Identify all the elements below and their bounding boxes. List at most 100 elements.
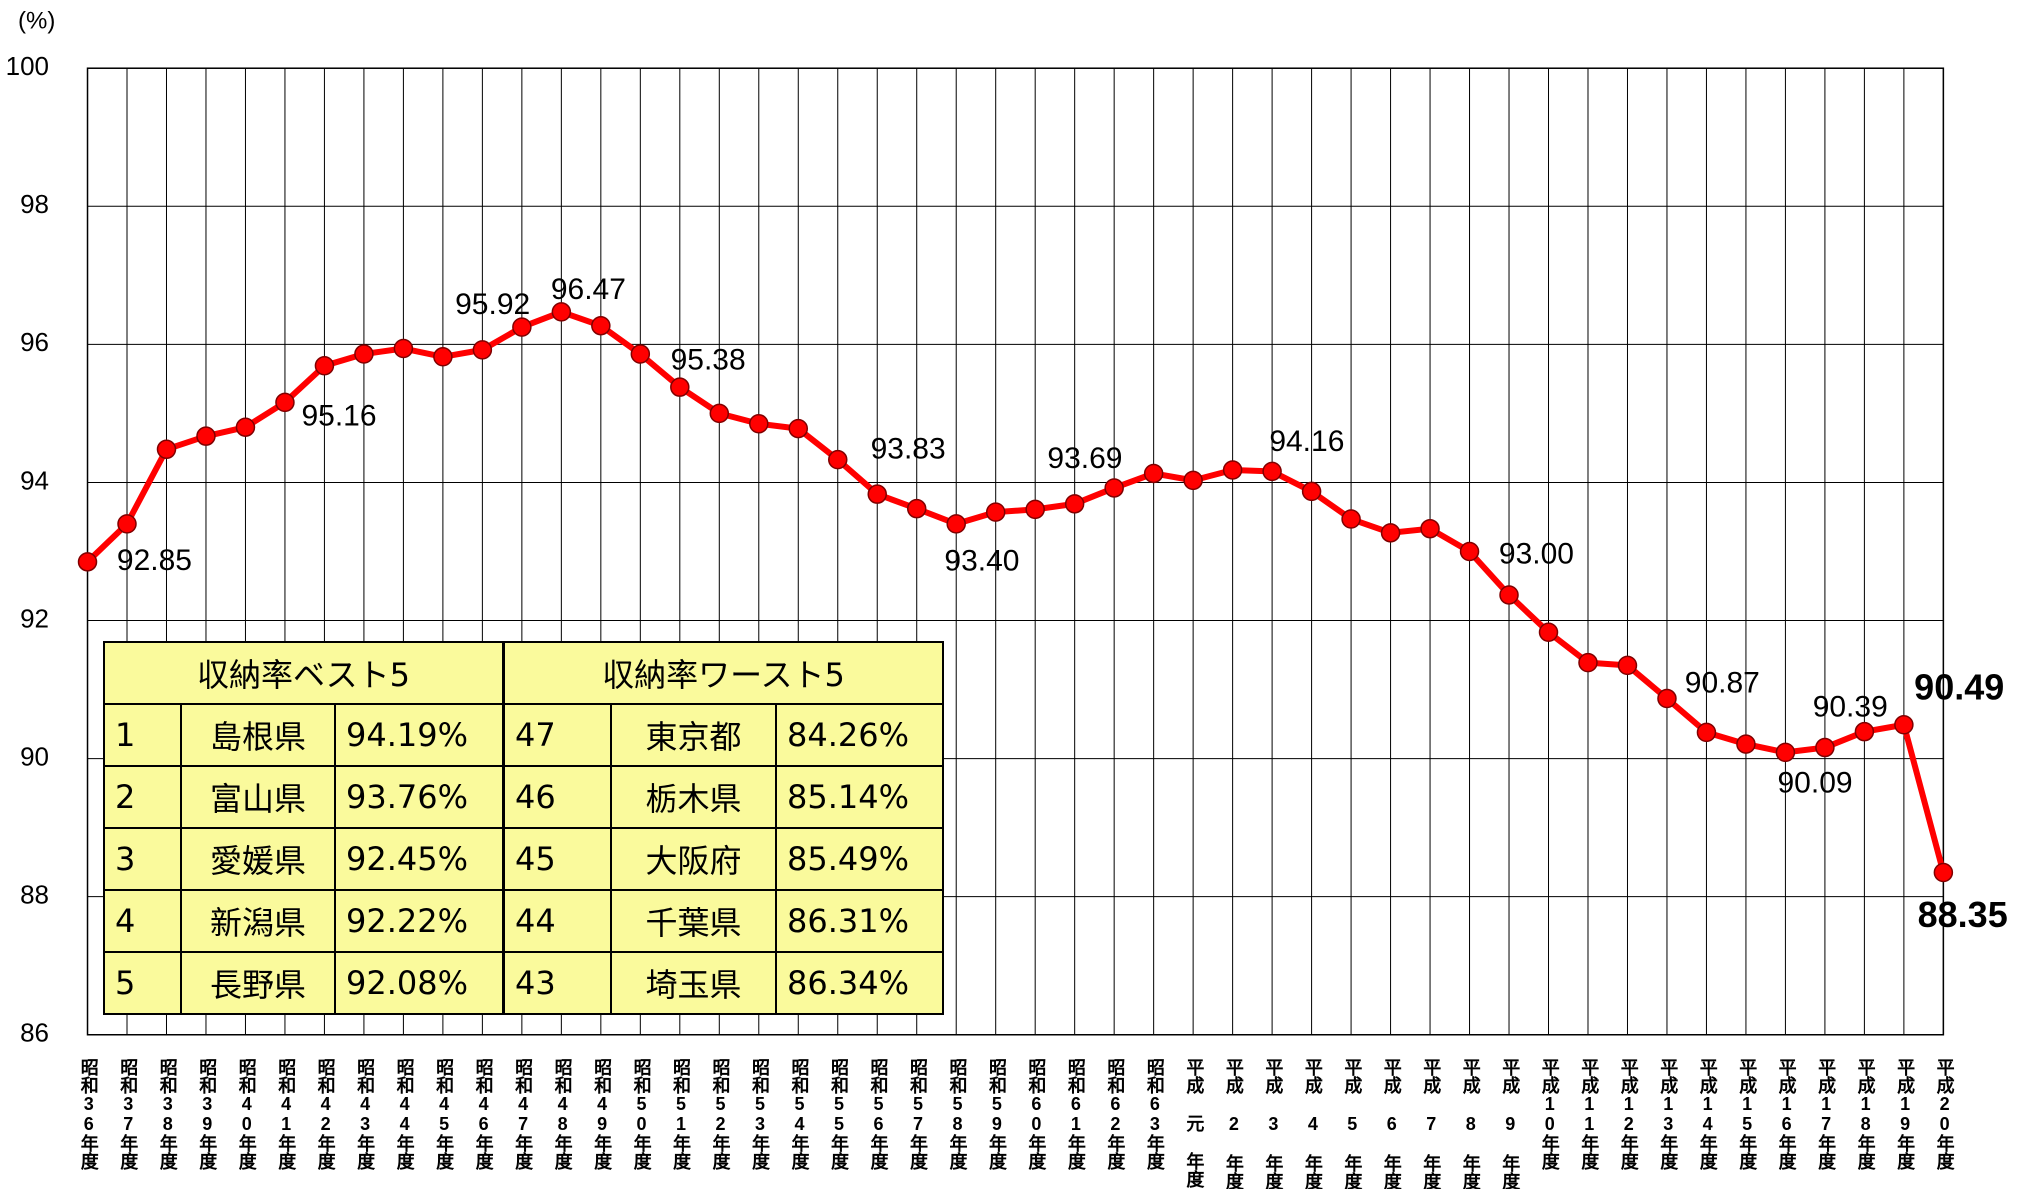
- x-tick-label: 昭和61年度: [1066, 1058, 1086, 1171]
- data-point: [433, 347, 453, 367]
- x-tick-label: 昭和40年度: [237, 1058, 257, 1171]
- data-point: [1341, 509, 1361, 529]
- x-tick-label: 平成 元 年度: [1184, 1058, 1204, 1189]
- table-cell: 85.14%: [775, 765, 944, 829]
- data-point: [1064, 494, 1085, 514]
- data-point: [1262, 461, 1282, 482]
- table-cell: 大阪府: [610, 827, 777, 891]
- y-tick-label: 98: [20, 189, 49, 219]
- data-point: [275, 392, 295, 413]
- data-label: 95.38: [671, 343, 746, 376]
- x-tick-label: 昭和63年度: [1145, 1058, 1165, 1171]
- data-point: [1894, 715, 1914, 735]
- x-tick-label: 平成14年度: [1698, 1058, 1718, 1171]
- table-header: 収納率ベスト5: [103, 641, 505, 705]
- x-tick-label: 昭和36年度: [79, 1058, 99, 1171]
- table-cell: 86.31%: [775, 889, 944, 953]
- table-cell: 埼玉県: [610, 951, 777, 1015]
- data-point: [551, 302, 572, 322]
- table-cell: 94.19%: [334, 703, 505, 767]
- data-label: 93.40: [944, 544, 1019, 577]
- data-point: [77, 552, 98, 572]
- data-point: [788, 418, 809, 439]
- y-tick-label: 100: [6, 51, 49, 81]
- x-tick-label: 平成10年度: [1540, 1058, 1560, 1171]
- data-label: 96.47: [551, 273, 626, 306]
- data-point: [1301, 481, 1322, 502]
- y-tick-label: 88: [20, 880, 49, 910]
- x-tick-label: 昭和49年度: [592, 1058, 612, 1171]
- table-row: 2 富山県 93.76% 46 栃木県 85.14%: [103, 765, 944, 829]
- x-tick-label: 昭和37年度: [118, 1058, 138, 1171]
- data-point: [1143, 463, 1164, 484]
- data-point: [1617, 655, 1638, 676]
- data-point: [1538, 622, 1559, 643]
- data-point: [1420, 518, 1440, 539]
- x-tick-label: 平成17年度: [1816, 1058, 1836, 1171]
- x-tick-label: 昭和59年度: [987, 1058, 1007, 1171]
- data-point: [314, 356, 335, 376]
- x-tick-label: 平成11年度: [1579, 1058, 1599, 1171]
- table-cell: 新潟県: [180, 889, 336, 953]
- data-point: [156, 439, 177, 460]
- data-point: [1025, 499, 1045, 520]
- y-unit-label: (%): [18, 7, 55, 34]
- y-tick-label: 96: [20, 327, 49, 357]
- x-tick-label: 昭和38年度: [158, 1058, 178, 1171]
- table-cell: 85.49%: [775, 827, 944, 891]
- x-tick-label: 昭和51年度: [671, 1058, 691, 1171]
- table-cell: 千葉県: [610, 889, 777, 953]
- table-cell: 5: [103, 951, 182, 1015]
- x-tick-label: 昭和43年度: [355, 1058, 375, 1171]
- x-tick-label: 平成 6 年度: [1382, 1058, 1402, 1189]
- x-tick-label: 平成12年度: [1619, 1058, 1639, 1171]
- x-tick-label: 昭和42年度: [316, 1058, 336, 1171]
- table-cell: 4: [103, 889, 182, 953]
- data-label: 93.00: [1499, 537, 1574, 570]
- data-label: 95.16: [301, 400, 376, 433]
- table-cell: 島根県: [180, 703, 336, 767]
- data-point: [472, 340, 493, 360]
- data-point: [828, 449, 848, 470]
- data-label: 93.69: [1047, 442, 1122, 475]
- x-tick-label: 平成19年度: [1895, 1058, 1915, 1171]
- table-cell: 47: [502, 703, 612, 767]
- table-row: 3 愛媛県 92.45% 45 大阪府 85.49%: [103, 827, 944, 891]
- x-tick-label: 昭和48年度: [553, 1058, 573, 1171]
- data-label: 92.85: [117, 544, 192, 577]
- data-point: [1222, 460, 1243, 480]
- table-cell: 3: [103, 827, 182, 891]
- data-point: [512, 317, 532, 337]
- data-point: [630, 344, 651, 364]
- data-point: [1657, 688, 1677, 709]
- data-point: [946, 514, 966, 534]
- data-point: [1380, 523, 1401, 543]
- data-point: [196, 426, 216, 446]
- data-point: [670, 377, 690, 397]
- y-tick-label: 92: [20, 603, 49, 633]
- table-cell: 44: [502, 889, 612, 953]
- data-point: [591, 315, 611, 336]
- x-tick-label: 昭和52年度: [711, 1058, 731, 1171]
- x-tick-label: 平成20年度: [1935, 1058, 1955, 1171]
- table-cell: 84.26%: [775, 703, 944, 767]
- data-point: [1736, 734, 1756, 754]
- table-row: 5 長野県 92.08% 43 埼玉県 86.34%: [103, 951, 944, 1015]
- x-tick-label: 平成 7 年度: [1421, 1058, 1441, 1189]
- data-point: [1933, 862, 1954, 883]
- data-point: [1696, 722, 1717, 743]
- table-cell: 東京都: [610, 703, 777, 767]
- data-point: [1775, 742, 1796, 763]
- table-cell: 93.76%: [334, 765, 505, 829]
- x-tick-label: 昭和53年度: [750, 1058, 770, 1171]
- table-row: 4 新潟県 92.22% 44 千葉県 86.31%: [103, 889, 944, 953]
- data-label: 93.83: [871, 432, 946, 465]
- x-tick-label: 平成16年度: [1777, 1058, 1797, 1171]
- x-tick-label: 平成 2 年度: [1224, 1058, 1244, 1189]
- ranking-table: 収納率ベスト5 収納率ワースト5 1 島根県 94.19% 47 東京都 84.26% 2 富山…: [103, 641, 944, 1015]
- y-tick-label: 86: [20, 1018, 49, 1048]
- table-cell: 愛媛県: [180, 827, 336, 891]
- table-cell: 92.45%: [334, 827, 505, 891]
